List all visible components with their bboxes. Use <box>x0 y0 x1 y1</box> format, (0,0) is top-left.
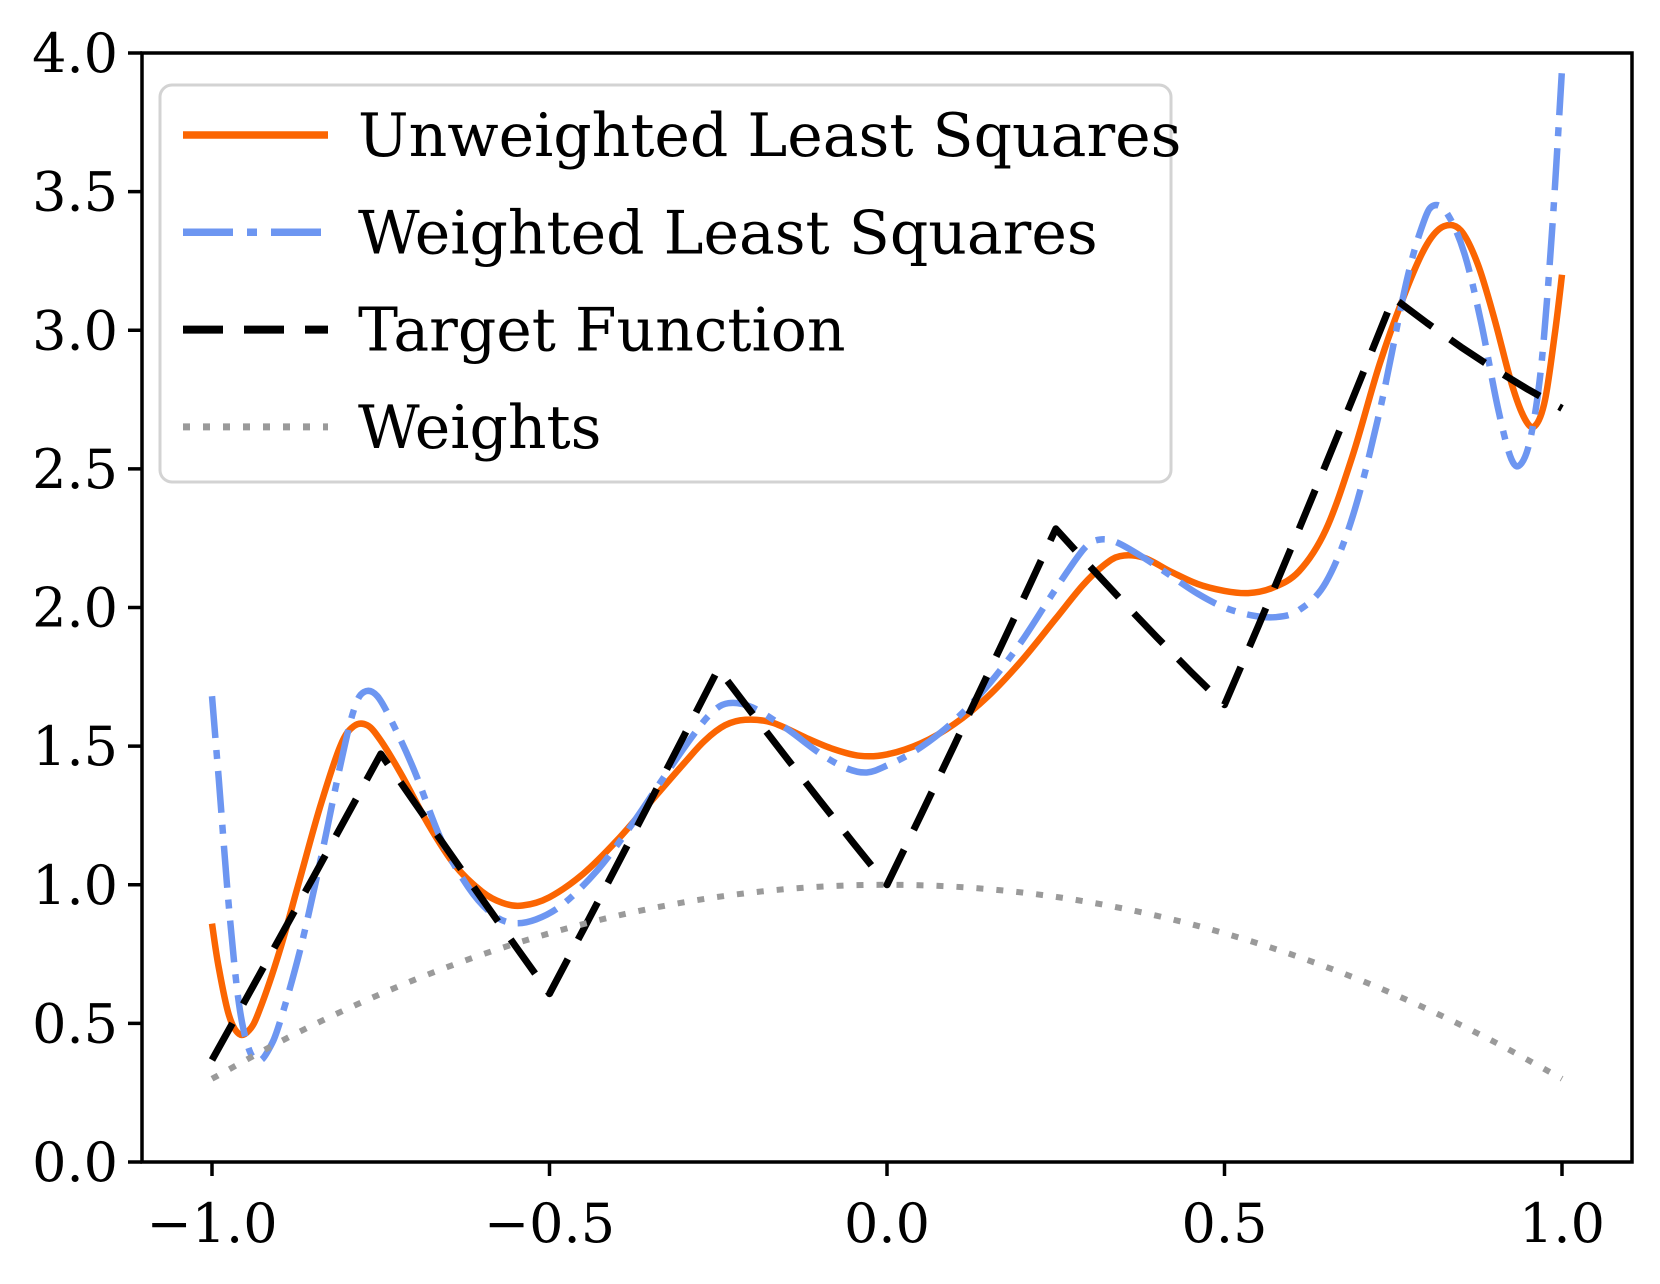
y-tick-label: 3.0 <box>32 299 118 362</box>
legend-label: Weighted Least Squares <box>358 198 1098 268</box>
legend-label: Target Function <box>358 296 846 366</box>
x-tick-label: −0.5 <box>484 1192 615 1255</box>
x-tick-label: 0.5 <box>1182 1192 1268 1255</box>
y-tick-label: 1.5 <box>32 715 118 778</box>
series-line-weighted-least-squares <box>208 69 1566 1065</box>
y-tick-label: 0.5 <box>32 992 118 1055</box>
series-lines <box>208 69 1566 1082</box>
legend-label: Weights <box>358 393 601 463</box>
y-tick-label: 3.5 <box>32 161 118 224</box>
y-tick-label: 1.0 <box>32 854 118 917</box>
legend-box <box>158 83 1173 484</box>
series-line-unweighted-least-squares <box>208 221 1566 1039</box>
legend-label: Unweighted Least Squares <box>358 101 1181 171</box>
x-tick-label: 1.0 <box>1519 1192 1605 1255</box>
series-line-target-function <box>208 294 1564 1062</box>
y-axis: 0.0 0.5 1.0 1.5 2.0 2.5 3.0 3.5 4.0 <box>32 22 142 1194</box>
y-tick-label: 2.0 <box>32 577 118 640</box>
y-tick-label: 0.0 <box>32 1131 118 1194</box>
x-tick-label: 0.0 <box>844 1192 930 1255</box>
y-tick-label: 4.0 <box>32 22 118 85</box>
x-axis: −1.0 −0.5 0.0 0.5 1.0 <box>146 1162 1605 1255</box>
legend: Unweighted Least Squares Weighted Least S… <box>158 83 1181 484</box>
x-tick-label: −1.0 <box>146 1192 277 1255</box>
y-tick-label: 2.5 <box>32 438 118 501</box>
